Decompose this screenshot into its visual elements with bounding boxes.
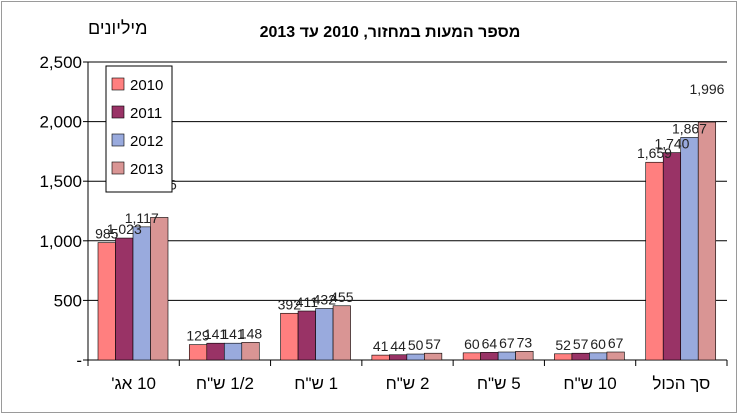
- data-label-2010-0: 985: [95, 226, 119, 242]
- y-axis-label: מיליונים: [88, 18, 147, 38]
- y-tick-label: 2,500: [39, 53, 82, 72]
- data-label-2013-2: 455: [330, 289, 354, 305]
- bar-2012-2: [315, 308, 334, 361]
- data-label-2010-6: 1,659: [637, 145, 672, 161]
- data-label-2013-6: 1,996: [689, 81, 724, 97]
- legend-swatch-2012: [111, 133, 125, 147]
- bar-2010-1: [188, 344, 208, 361]
- data-label-2010-4: 60: [464, 336, 480, 352]
- axis-layer: - 500 1,000 1,500 2,000 2,500 10 אג' 1/2 ש"ח 1 ש…: [39, 53, 728, 393]
- bar-2013-2: [332, 305, 351, 361]
- data-label-2012-2: 432: [313, 292, 337, 308]
- y-tick-label: -: [76, 351, 82, 370]
- data-label-2010-2: 392: [278, 296, 302, 312]
- data-label-2011-1: 141: [204, 326, 228, 342]
- bar-2012-4: [497, 351, 516, 361]
- y-tick-label: 2,000: [39, 113, 82, 132]
- x-category-label: סך הכול: [652, 374, 710, 393]
- data-label-2013-1: 148: [239, 325, 263, 341]
- bar-2012-1: [223, 342, 243, 361]
- bar-2010-6: [645, 161, 664, 361]
- bar-2011-4: [480, 352, 499, 361]
- bar-2011-0: [115, 237, 134, 361]
- y-tick-label: 1,500: [39, 172, 82, 191]
- x-category-label: 10 ש"ח: [563, 374, 616, 393]
- data-label-2012-5: 60: [590, 336, 606, 352]
- bar-2010-2: [280, 312, 299, 361]
- data-label-2011-3: 44: [390, 338, 406, 354]
- bar-2013-3: [424, 352, 443, 361]
- data-label-2011-4: 64: [482, 335, 498, 351]
- legend-swatch-2010: [111, 77, 125, 91]
- bar-2010-4: [462, 352, 481, 361]
- data-label-2012-0: 1,117: [125, 210, 159, 226]
- data-label-2012-6: 1,867: [672, 120, 707, 136]
- bar-2011-1: [206, 342, 225, 361]
- bar-2012-6: [680, 137, 699, 361]
- x-category-label: 2 ש"ח: [386, 374, 430, 393]
- bar-2010-5: [554, 353, 573, 361]
- label-layer: 985 129 392 41 60 52 1,659 1,023 141 411 44 64 57 1,7…: [95, 81, 725, 354]
- data-label-2011-2: 411: [296, 294, 319, 310]
- bar-2010-3: [371, 354, 390, 361]
- data-label-2011-5: 57: [573, 336, 589, 352]
- bar-2011-3: [389, 354, 408, 361]
- legend-label-2013: 2013: [130, 161, 163, 178]
- data-label-2010-3: 41: [373, 338, 389, 354]
- x-category-label: 10 אג': [111, 374, 156, 393]
- x-category-label: 1/2 ש"ח: [196, 374, 254, 393]
- data-label-2012-1: 141: [221, 326, 245, 342]
- bar-layer: [97, 121, 717, 361]
- data-label-2013-3: 57: [425, 336, 441, 352]
- bar-2012-3: [406, 353, 425, 361]
- data-label-2013-5: 67: [608, 335, 624, 351]
- legend-swatch-2013: [111, 161, 125, 175]
- data-label-2010-1: 129: [186, 328, 210, 344]
- bar-2013-6: [697, 121, 717, 361]
- bar-2012-5: [589, 352, 608, 361]
- data-label-2013-4: 73: [517, 334, 533, 350]
- y-tick-label: 500: [54, 291, 82, 310]
- grid-layer: [88, 61, 727, 301]
- bar-2011-5: [571, 352, 590, 361]
- x-category-label: 5 ש"ח: [477, 374, 521, 393]
- bar-2012-0: [132, 226, 151, 361]
- y-tick-label: 1,000: [39, 232, 82, 251]
- legend-swatch-2011: [111, 105, 125, 119]
- x-category-label: 1 ש"ח: [294, 374, 338, 393]
- legend-label-2012: 2012: [130, 133, 163, 150]
- data-label-2012-4: 67: [499, 335, 515, 351]
- bar-2013-4: [515, 350, 534, 361]
- legend-label-2011: 2011: [130, 105, 162, 122]
- bar-2011-6: [662, 152, 682, 361]
- bar-2010-0: [97, 242, 116, 361]
- bar-2011-2: [297, 310, 316, 361]
- data-label-2011-6: 1,740: [654, 136, 689, 152]
- chart-title: מספר המעות במחזור, 2010 עד 2013: [260, 24, 521, 41]
- bar-2013-1: [241, 342, 260, 361]
- legend-label-2010: 2010: [130, 77, 163, 94]
- data-label-2010-5: 52: [555, 337, 571, 353]
- legend: 2010 2011 2012 2013: [105, 65, 173, 193]
- bar-2013-5: [606, 351, 625, 361]
- bar-2013-0: [150, 217, 169, 361]
- data-label-2011-0: 1,023: [107, 221, 142, 237]
- data-label-2012-3: 50: [408, 337, 424, 353]
